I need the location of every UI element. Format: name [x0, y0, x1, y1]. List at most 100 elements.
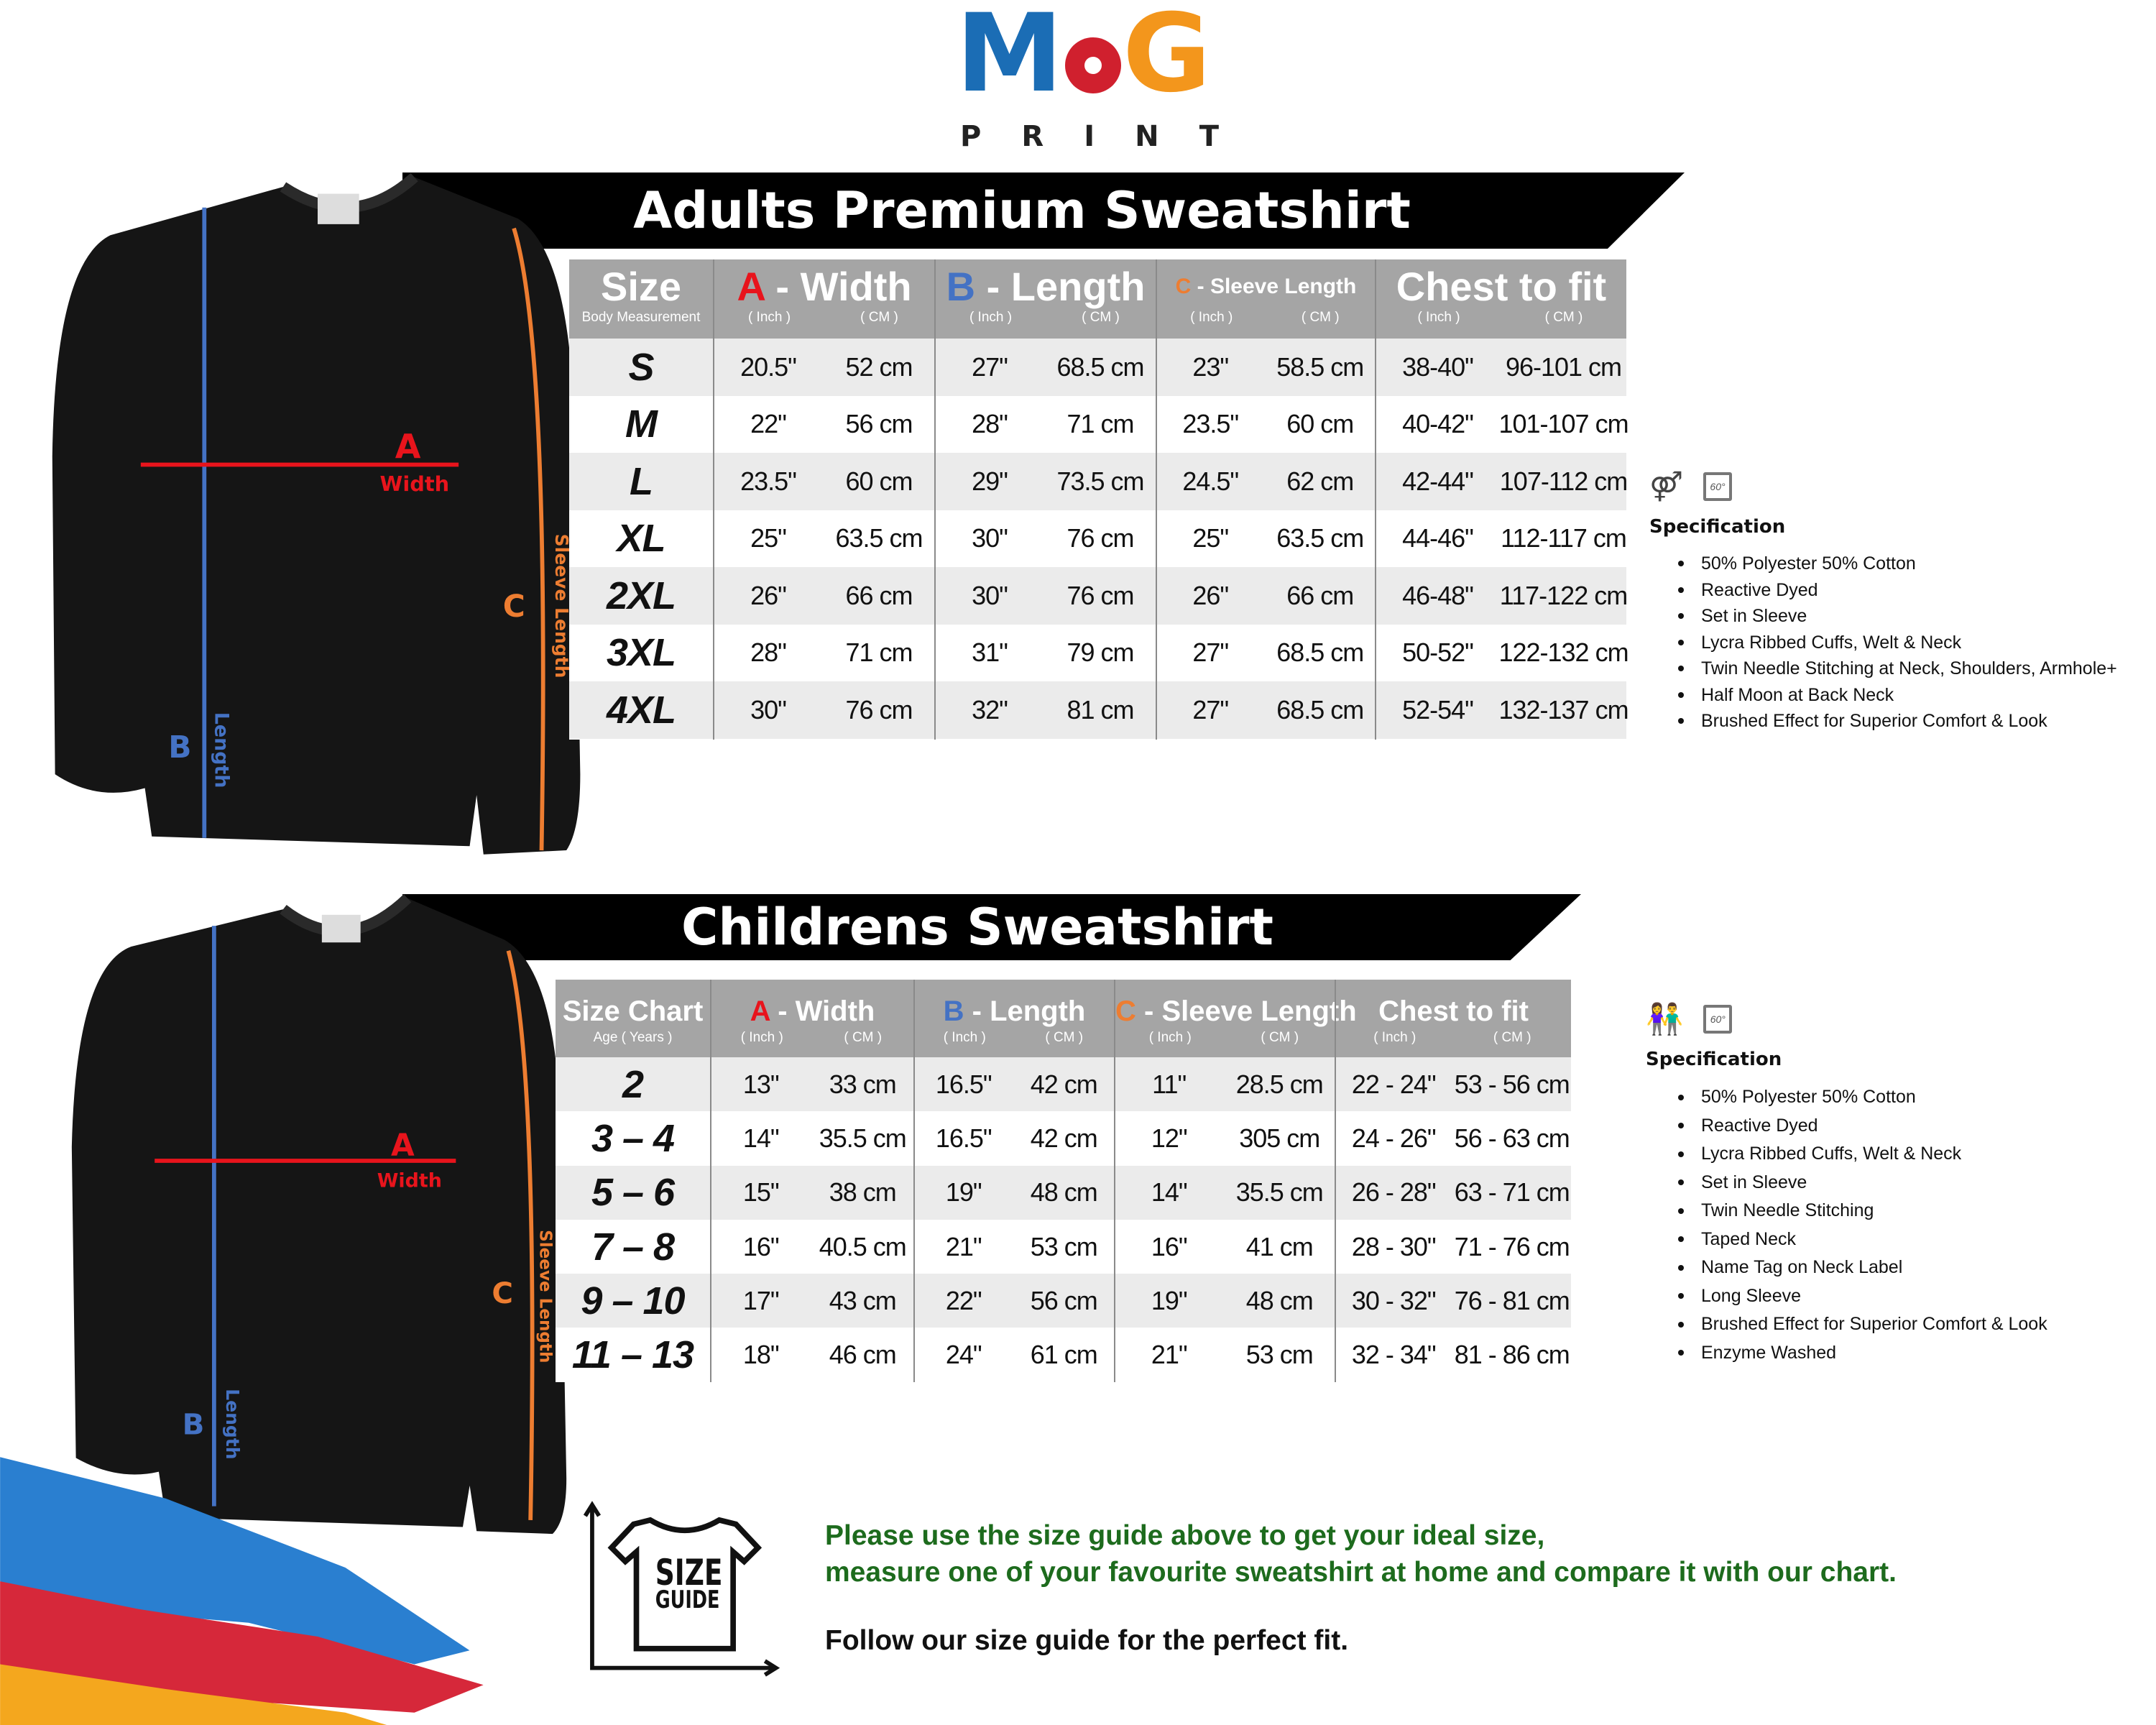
icon-text-guide: GUIDE — [655, 1586, 720, 1614]
cm-cell: 101-107 cm — [1498, 409, 1628, 439]
size-cell: S — [628, 345, 654, 389]
inch-cell: 21" — [945, 1231, 982, 1261]
size-cell: 3XL — [606, 631, 676, 675]
size-guide-icon-text: SIZE GUIDE — [655, 1552, 723, 1614]
spec-item: Reactive Dyed — [1678, 1112, 2047, 1141]
header-letter-length: B — [943, 995, 964, 1027]
header-length: B - Length — [915, 990, 1114, 1033]
inch-cell: 28 - 30" — [1351, 1231, 1437, 1261]
header-width: A - Width — [714, 265, 934, 308]
spec-list: 50% Polyester 50% Cotton Reactive Dyed Lyc… — [1646, 1083, 2047, 1367]
table-header: Size Body Measurement A - Width( Inch )( C… — [569, 259, 1626, 339]
cm-cell: 40.5 cm — [819, 1231, 907, 1261]
spec-item: 50% Polyester 50% Cotton — [1678, 551, 2117, 577]
c-sleeve-line — [506, 950, 535, 1520]
spec-item: Twin Needle Stitching — [1678, 1197, 2047, 1225]
cm-cell: 28.5 cm — [1235, 1069, 1324, 1099]
header-label-chest: Chest to fit — [1396, 264, 1607, 309]
table-row: XL 25" 63.5 cm 30" 76 cm 25" 63.5 cm 44-46" 112-… — [569, 510, 1626, 568]
cm-cell: 76 cm — [1067, 580, 1134, 610]
cm-cell: 96-101 cm — [1505, 351, 1622, 382]
inch-cell: 14" — [1151, 1177, 1188, 1208]
inch-cell: 25" — [750, 523, 787, 553]
orange-stroke — [0, 1664, 387, 1725]
cm-cell: 48 cm — [1030, 1177, 1098, 1208]
inch-cell: 31" — [972, 638, 1008, 668]
cm-cell: 58.5 cm — [1276, 351, 1364, 382]
inch-cell: 52-54" — [1402, 694, 1474, 724]
inch-cell: 22" — [945, 1285, 982, 1315]
header-label-chest: Chest to fit — [1378, 995, 1529, 1027]
header-inch: ( Inch ) — [1373, 1030, 1416, 1045]
mog-print-logo: M G P R I N T — [956, 0, 1222, 155]
header-cm: ( CM ) — [1045, 1030, 1084, 1045]
inch-cell: 29" — [972, 466, 1008, 496]
header-col-width: A - Width( Inch )( CM ) — [710, 980, 913, 1057]
size-cell: 5 – 6 — [591, 1171, 675, 1215]
header-label-sleeve: - Sleeve Length — [1191, 275, 1357, 298]
column-divider — [1375, 259, 1376, 740]
size-cell: 3 – 4 — [591, 1116, 675, 1160]
children-size-table: Size Chart Age ( Years ) A - Width( Inch )… — [556, 980, 1571, 1382]
children-title-banner: Childrens Sweatshirt — [402, 894, 1581, 960]
child-sweatshirt-diagram: A Width B Length C Sleeve Length — [71, 894, 567, 1535]
inch-cell: 26" — [750, 580, 787, 610]
table-row: 7 – 8 16" 40.5 cm 21" 53 cm 16" 41 cm 28 - 30" 7… — [556, 1220, 1571, 1274]
logo-letter: T — [1199, 120, 1219, 153]
header-inch: ( Inch ) — [1190, 310, 1233, 325]
table-row: L 23.5" 60 cm 29" 73.5 cm 24.5" 62 cm 42-44" 107… — [569, 453, 1628, 510]
inch-cell: 26" — [1192, 580, 1229, 610]
cm-cell: 62 cm — [1286, 466, 1354, 496]
inch-cell: 19" — [1151, 1285, 1188, 1315]
header-cm: ( CM ) — [1261, 1030, 1299, 1045]
paint-strokes-decoration — [0, 1457, 484, 1725]
cm-cell: 46 cm — [829, 1340, 897, 1370]
size-cell: M — [625, 402, 658, 446]
cm-cell: 56 cm — [1030, 1285, 1098, 1315]
c-letter: C — [492, 1276, 513, 1310]
spec-item: Half Moon at Back Neck — [1678, 682, 2117, 709]
table-row: 3 – 4 14" 35.5 cm 16.5" 42 cm 12" 305 cm 24 - 2… — [556, 1111, 1571, 1165]
header-col-size: Size Chart Age ( Years ) — [556, 980, 710, 1057]
header-col-width: A - Width( Inch )( CM ) — [713, 259, 934, 339]
header-size: Size — [569, 265, 713, 308]
spec-item: Reactive Dyed — [1678, 577, 2117, 604]
size-cell: 11 – 13 — [571, 1333, 694, 1377]
header-col-length: B - Length( Inch )( CM ) — [913, 980, 1114, 1057]
cm-cell: 60 cm — [845, 466, 913, 496]
wash-60-icon: 60° — [1703, 472, 1732, 501]
cm-cell: 42 cm — [1030, 1069, 1098, 1099]
header-col-sleeve: C - Sleeve Length( Inch )( CM ) — [1114, 980, 1357, 1057]
header-sleeve: C - Sleeve Length — [1115, 990, 1357, 1033]
sweatshirt-body — [52, 177, 581, 855]
cm-cell: 56 cm — [845, 409, 913, 439]
red-stroke — [0, 1581, 484, 1713]
header-label-length: - Length — [964, 995, 1086, 1027]
instruction-line-1: Please use the size guide above to get y… — [825, 1520, 1545, 1551]
spec-item: Lycra Ribbed Cuffs, Welt & Neck — [1678, 630, 2117, 656]
inch-cell: 24 - 26" — [1351, 1123, 1437, 1153]
c-label: Sleeve Length — [551, 534, 572, 678]
icon-text-size: SIZE — [655, 1552, 723, 1593]
inch-cell: 18" — [742, 1340, 780, 1370]
cm-cell: 117-122 cm — [1499, 580, 1628, 610]
cm-cell: 79 cm — [1067, 638, 1134, 668]
logo-o — [1065, 37, 1121, 93]
inch-cell: 19" — [945, 1177, 982, 1208]
inch-cell: 32" — [972, 694, 1008, 724]
table-row: 3XL 28" 71 cm 31" 79 cm 27" 68.5 cm 50-52" 122-1… — [569, 625, 1629, 682]
spec-item: 50% Polyester 50% Cotton — [1678, 1083, 2047, 1112]
c-sleeve-line — [512, 227, 545, 851]
spec-title: Specification — [1649, 516, 1786, 538]
adult-sweatshirt-diagram: A Width B Length C Sleeve Length — [52, 172, 581, 855]
header-cm: ( CM ) — [860, 310, 898, 325]
table-row: S 20.5" 52 cm 27" 68.5 cm 23" 58.5 cm 38-40" 96-… — [569, 339, 1626, 396]
spec-item: Brushed Effect for Superior Comfort & Lo… — [1678, 708, 2117, 735]
c-label: Sleeve Length — [536, 1230, 555, 1363]
children-icon: 👫 — [1646, 1001, 1684, 1036]
cm-cell: 76 - 81 cm — [1454, 1285, 1570, 1315]
cm-cell: 132-137 cm — [1498, 694, 1628, 724]
cm-cell: 71 - 76 cm — [1454, 1231, 1570, 1261]
header-sleeve: C - Sleeve Length — [1157, 265, 1375, 308]
inch-cell: 40-42" — [1402, 409, 1474, 439]
